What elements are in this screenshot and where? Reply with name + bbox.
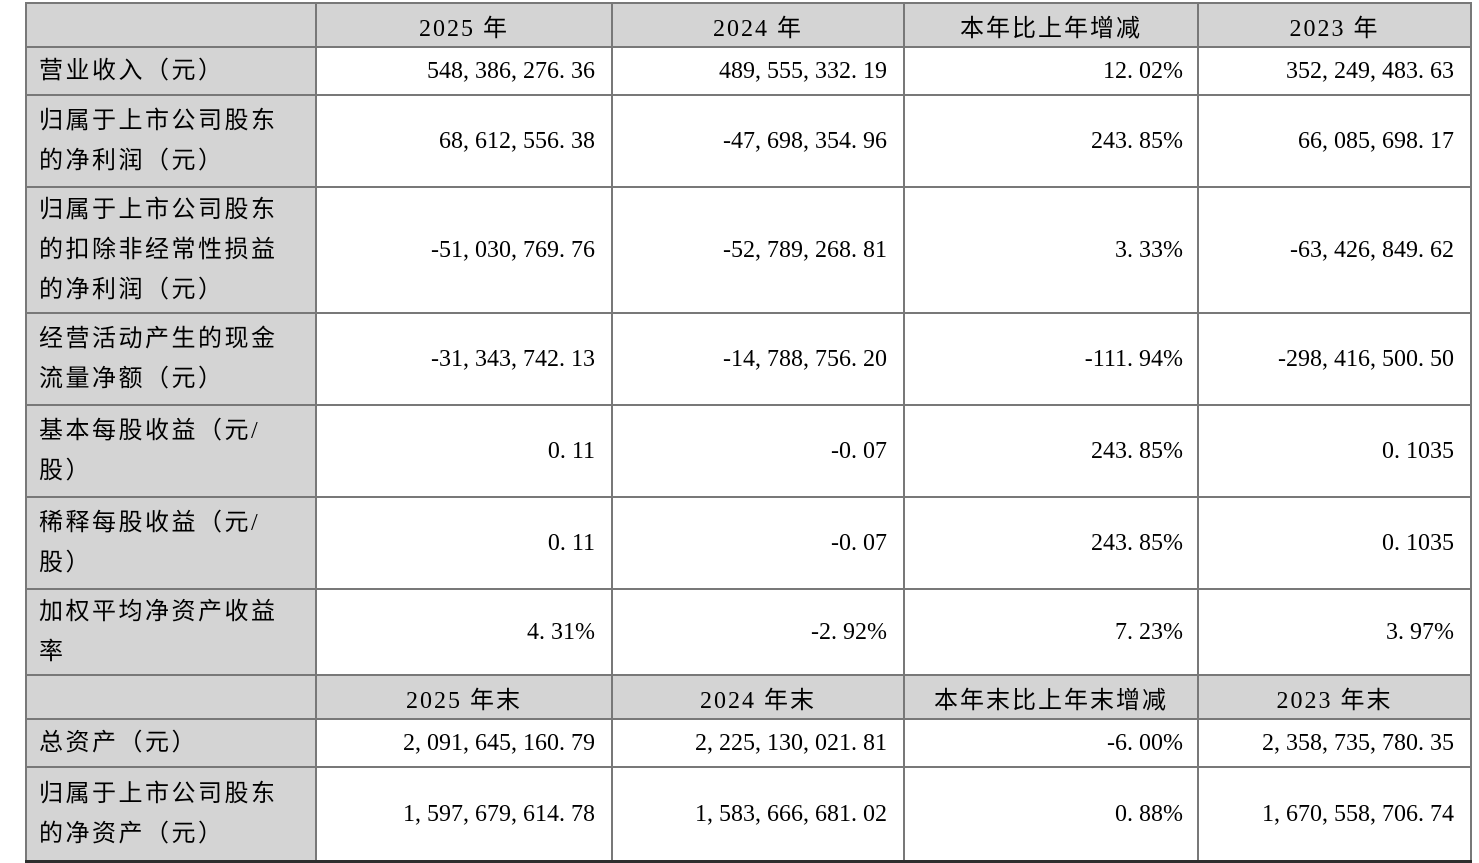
cell-value: 68, 612, 556. 38 bbox=[315, 94, 613, 188]
cell-value: -0. 07 bbox=[611, 496, 905, 590]
col-header-2025-end: 2025 年末 bbox=[315, 674, 613, 720]
cell-value: 352, 249, 483. 63 bbox=[1197, 46, 1472, 96]
cell-value: 548, 386, 276. 36 bbox=[315, 46, 613, 96]
cell-value: 3. 33% bbox=[903, 186, 1199, 314]
cell-value: -51, 030, 769. 76 bbox=[315, 186, 613, 314]
header-row-annual: 2025 年 2024 年 本年比上年增减 2023 年 bbox=[25, 2, 1472, 48]
row-label: 营业收入（元） bbox=[25, 46, 317, 96]
cell-value: 2, 091, 645, 160. 79 bbox=[315, 718, 613, 768]
cell-value: -52, 789, 268. 81 bbox=[611, 186, 905, 314]
cell-value: 1, 597, 679, 614. 78 bbox=[315, 766, 613, 863]
row-label: 经营活动产生的现金 流量净额（元） bbox=[25, 312, 317, 406]
table-row-revenue: 营业收入（元） 548, 386, 276. 36 489, 555, 332.… bbox=[25, 46, 1472, 96]
cell-value: -47, 698, 354. 96 bbox=[611, 94, 905, 188]
cell-value: 2, 225, 130, 021. 81 bbox=[611, 718, 905, 768]
cell-value: -2. 92% bbox=[611, 588, 905, 676]
col-header-2024-end: 2024 年末 bbox=[611, 674, 905, 720]
row-label: 加权平均净资产收益 率 bbox=[25, 588, 317, 676]
table-row-basic-eps: 基本每股收益（元/ 股） 0. 11 -0. 07 243. 85% 0. 10… bbox=[25, 404, 1472, 498]
cell-value: 243. 85% bbox=[903, 496, 1199, 590]
cell-value: 2, 358, 735, 780. 35 bbox=[1197, 718, 1472, 768]
cell-value: 0. 11 bbox=[315, 404, 613, 498]
cell-value: -111. 94% bbox=[903, 312, 1199, 406]
cell-value: 66, 085, 698. 17 bbox=[1197, 94, 1472, 188]
cell-value: 1, 670, 558, 706. 74 bbox=[1197, 766, 1472, 863]
financial-summary-table: 2025 年 2024 年 本年比上年增减 2023 年 营业收入（元） 548… bbox=[25, 2, 1472, 863]
cell-value: -63, 426, 849. 62 bbox=[1197, 186, 1472, 314]
cell-value: -0. 07 bbox=[611, 404, 905, 498]
row-label: 归属于上市公司股东 的净利润（元） bbox=[25, 94, 317, 188]
cell-value: 243. 85% bbox=[903, 404, 1199, 498]
row-label: 稀释每股收益（元/ 股） bbox=[25, 496, 317, 590]
row-label: 归属于上市公司股东 的扣除非经常性损益 的净利润（元） bbox=[25, 186, 317, 314]
cell-value: 12. 02% bbox=[903, 46, 1199, 96]
cell-value: 0. 1035 bbox=[1197, 496, 1472, 590]
table-row-net-assets: 归属于上市公司股东 的净资产（元） 1, 597, 679, 614. 78 1… bbox=[25, 766, 1472, 863]
col-header-2024: 2024 年 bbox=[611, 2, 905, 48]
row-label: 基本每股收益（元/ 股） bbox=[25, 404, 317, 498]
col-header-2023: 2023 年 bbox=[1197, 2, 1472, 48]
table-row-net-profit-excl-nonrecurring: 归属于上市公司股东 的扣除非经常性损益 的净利润（元） -51, 030, 76… bbox=[25, 186, 1472, 314]
header-row-year-end: 2025 年末 2024 年末 本年末比上年末增减 2023 年末 bbox=[25, 674, 1472, 720]
cell-value: -31, 343, 742. 13 bbox=[315, 312, 613, 406]
cell-value: 4. 31% bbox=[315, 588, 613, 676]
col-header-yearend-change: 本年末比上年末增减 bbox=[903, 674, 1199, 720]
table-row-diluted-eps: 稀释每股收益（元/ 股） 0. 11 -0. 07 243. 85% 0. 10… bbox=[25, 496, 1472, 590]
cell-value: 0. 88% bbox=[903, 766, 1199, 863]
cell-value: -6. 00% bbox=[903, 718, 1199, 768]
cell-value: 489, 555, 332. 19 bbox=[611, 46, 905, 96]
table-row-net-profit: 归属于上市公司股东 的净利润（元） 68, 612, 556. 38 -47, … bbox=[25, 94, 1472, 188]
cell-value: 0. 11 bbox=[315, 496, 613, 590]
cell-value: 3. 97% bbox=[1197, 588, 1472, 676]
corner-cell bbox=[25, 2, 317, 48]
cell-value: -298, 416, 500. 50 bbox=[1197, 312, 1472, 406]
table-row-operating-cash-flow: 经营活动产生的现金 流量净额（元） -31, 343, 742. 13 -14,… bbox=[25, 312, 1472, 406]
cell-value: 0. 1035 bbox=[1197, 404, 1472, 498]
table-row-weighted-avg-roe: 加权平均净资产收益 率 4. 31% -2. 92% 7. 23% 3. 97% bbox=[25, 588, 1472, 676]
row-label: 归属于上市公司股东 的净资产（元） bbox=[25, 766, 317, 863]
cell-value: 243. 85% bbox=[903, 94, 1199, 188]
financial-summary: 2025 年 2024 年 本年比上年增减 2023 年 营业收入（元） 548… bbox=[25, 2, 1472, 863]
col-header-2023-end: 2023 年末 bbox=[1197, 674, 1472, 720]
cell-value: 7. 23% bbox=[903, 588, 1199, 676]
cell-value: 1, 583, 666, 681. 02 bbox=[611, 766, 905, 863]
cell-value: -14, 788, 756. 20 bbox=[611, 312, 905, 406]
table-row-total-assets: 总资产（元） 2, 091, 645, 160. 79 2, 225, 130,… bbox=[25, 718, 1472, 768]
corner-cell bbox=[25, 674, 317, 720]
col-header-2025: 2025 年 bbox=[315, 2, 613, 48]
col-header-yoy-change: 本年比上年增减 bbox=[903, 2, 1199, 48]
row-label: 总资产（元） bbox=[25, 718, 317, 768]
